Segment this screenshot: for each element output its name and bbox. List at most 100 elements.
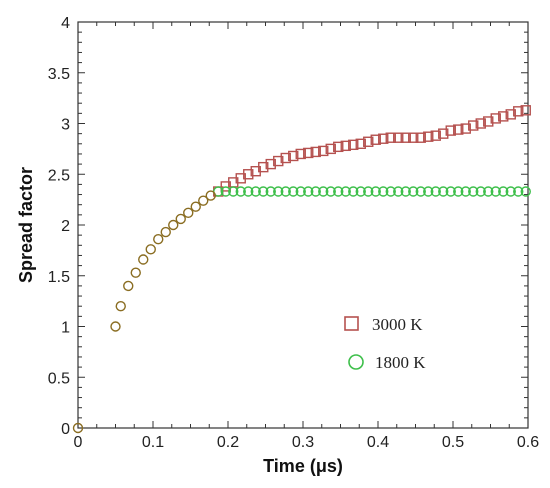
marker-1800k bbox=[288, 186, 299, 197]
x-axis-title: Time (μs) bbox=[263, 456, 343, 476]
marker-3000k bbox=[325, 143, 336, 155]
marker-3000k bbox=[460, 123, 471, 134]
marker-1800k bbox=[490, 186, 501, 197]
marker-1800k bbox=[310, 186, 321, 197]
legend-marker-3000k bbox=[344, 316, 359, 331]
marker-early-overlap bbox=[198, 195, 209, 206]
marker-3000k bbox=[445, 125, 456, 136]
marker-1800k bbox=[318, 186, 329, 197]
marker-early-overlap bbox=[110, 321, 121, 332]
marker-3000k bbox=[295, 148, 306, 160]
legend-label-3000k: 3000 K bbox=[372, 315, 423, 334]
marker-1800k bbox=[475, 186, 486, 197]
marker-early-overlap bbox=[190, 201, 201, 212]
y-tick-label: 4 bbox=[61, 15, 70, 32]
marker-3000k bbox=[265, 158, 276, 170]
legend: 3000 K 1800 K bbox=[344, 315, 426, 372]
marker-early-overlap bbox=[168, 219, 179, 231]
legend-label-1800k: 1800 K bbox=[375, 353, 426, 372]
marker-1800k bbox=[453, 186, 464, 197]
x-tick-label: 0.1 bbox=[142, 434, 164, 451]
marker-3000k bbox=[363, 136, 374, 147]
marker-1800k bbox=[393, 186, 404, 197]
x-tick-label: 0 bbox=[74, 434, 83, 451]
marker-3000k bbox=[310, 146, 321, 158]
x-tick-label: 0.2 bbox=[217, 434, 239, 451]
y-tick-label: 1 bbox=[61, 320, 70, 337]
marker-1800k bbox=[415, 186, 426, 197]
marker-early-overlap bbox=[138, 254, 149, 265]
marker-1800k bbox=[400, 186, 411, 197]
marker-1800k bbox=[483, 186, 494, 197]
marker-3000k bbox=[393, 132, 404, 143]
y-axis-title: Spread factor bbox=[16, 167, 36, 283]
y-tick-label: 2.5 bbox=[48, 167, 70, 184]
marker-early-overlap bbox=[72, 422, 84, 434]
marker-3000k bbox=[400, 132, 411, 143]
marker-1800k bbox=[273, 186, 284, 197]
marker-early-overlap bbox=[130, 267, 141, 278]
x-tick-label: 0.4 bbox=[367, 434, 389, 451]
marker-3000k bbox=[513, 106, 524, 117]
marker-3000k bbox=[423, 131, 434, 142]
marker-1800k bbox=[520, 186, 531, 197]
marker-1800k bbox=[250, 186, 261, 197]
marker-3000k bbox=[453, 124, 464, 135]
marker-1800k bbox=[370, 186, 381, 197]
marker-1800k bbox=[295, 186, 306, 197]
marker-1800k bbox=[258, 186, 269, 197]
marker-3000k bbox=[370, 134, 381, 145]
marker-3000k bbox=[520, 105, 531, 116]
marker-1800k bbox=[243, 186, 254, 197]
marker-early-overlap bbox=[175, 213, 186, 225]
marker-1800k bbox=[280, 186, 291, 197]
y-tick-label: 2 bbox=[61, 218, 70, 235]
marker-3000k bbox=[468, 120, 479, 131]
marker-1800k bbox=[363, 186, 374, 197]
y-tick-label: 3.5 bbox=[48, 66, 70, 83]
x-axis-ticks: 0 0.1 0.2 0.3 0.4 0.5 0.6 bbox=[74, 22, 539, 451]
marker-1800k bbox=[348, 186, 359, 197]
marker-1800k bbox=[340, 186, 351, 197]
marker-3000k bbox=[378, 133, 389, 144]
marker-early-overlap bbox=[145, 244, 156, 255]
marker-3000k bbox=[333, 141, 344, 153]
marker-3000k bbox=[355, 138, 366, 150]
marker-3000k bbox=[475, 118, 486, 129]
marker-3000k bbox=[498, 111, 509, 122]
marker-3000k bbox=[385, 132, 396, 143]
marker-3000k bbox=[243, 169, 254, 180]
data-markers bbox=[72, 105, 531, 434]
legend-marker-1800k bbox=[348, 354, 364, 370]
marker-1800k bbox=[265, 186, 276, 197]
marker-3000k bbox=[273, 155, 284, 167]
marker-1800k bbox=[460, 186, 471, 197]
marker-1800k bbox=[303, 186, 314, 197]
marker-1800k bbox=[325, 186, 336, 197]
plot-border bbox=[77, 21, 529, 429]
y-tick-label: 1.5 bbox=[48, 269, 70, 286]
marker-1800k bbox=[228, 186, 239, 197]
marker-1800k bbox=[423, 186, 434, 197]
marker-3000k bbox=[280, 152, 291, 164]
y-tick-label: 0 bbox=[61, 421, 70, 438]
marker-3000k bbox=[318, 145, 329, 157]
marker-3000k bbox=[490, 113, 501, 124]
marker-early-overlap bbox=[160, 226, 171, 238]
marker-early-overlap bbox=[153, 234, 164, 245]
marker-early-overlap bbox=[123, 280, 134, 292]
marker-3000k bbox=[303, 147, 314, 159]
marker-3000k bbox=[438, 128, 449, 139]
marker-1800k bbox=[445, 186, 456, 197]
y-tick-label: 3 bbox=[61, 117, 70, 134]
marker-1800k bbox=[235, 186, 246, 197]
plot-frame bbox=[77, 21, 529, 429]
marker-early-overlap bbox=[115, 301, 126, 312]
marker-1800k bbox=[498, 186, 509, 197]
marker-1800k bbox=[468, 186, 479, 197]
marker-early-overlap bbox=[205, 190, 216, 201]
marker-3000k bbox=[340, 140, 351, 152]
y-tick-label: 0.5 bbox=[48, 370, 70, 387]
marker-1800k bbox=[430, 186, 441, 197]
marker-3000k bbox=[415, 132, 426, 143]
